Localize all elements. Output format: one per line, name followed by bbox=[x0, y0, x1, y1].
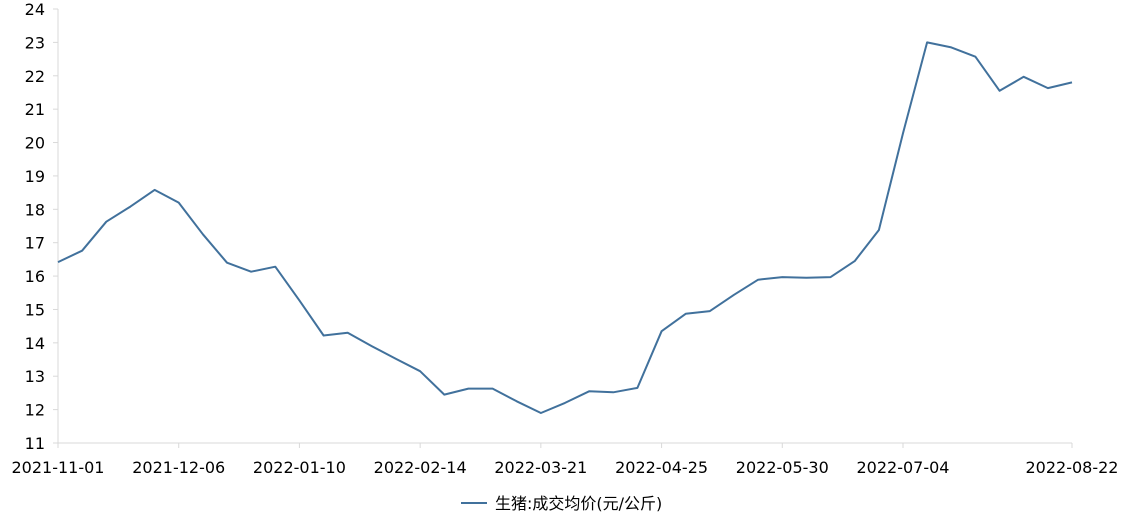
data-point bbox=[588, 390, 590, 392]
data-point bbox=[57, 261, 59, 263]
data-point bbox=[974, 56, 976, 58]
y-tick-label: 21 bbox=[25, 100, 45, 119]
data-point bbox=[154, 189, 156, 191]
data-point bbox=[854, 260, 856, 262]
data-point bbox=[202, 233, 204, 235]
data-point bbox=[467, 388, 469, 390]
y-tick-label: 18 bbox=[25, 200, 45, 219]
x-tick-label: 2022-04-25 bbox=[615, 458, 708, 477]
data-point bbox=[878, 229, 880, 231]
y-tick-label: 16 bbox=[25, 267, 45, 286]
data-point bbox=[805, 277, 807, 279]
x-tick-label: 2021-11-01 bbox=[12, 458, 105, 477]
y-tick-label: 19 bbox=[25, 167, 45, 186]
data-point bbox=[395, 358, 397, 360]
data-point bbox=[1047, 87, 1049, 89]
y-tick-label: 14 bbox=[25, 334, 45, 353]
x-tick-label: 2022-05-30 bbox=[736, 458, 829, 477]
data-point bbox=[371, 345, 373, 347]
x-tick-label: 2022-03-21 bbox=[494, 458, 587, 477]
data-point bbox=[226, 262, 228, 264]
data-point bbox=[347, 332, 349, 334]
legend-label: 生猪:成交均价(元/公斤) bbox=[495, 494, 662, 513]
y-tick-label: 17 bbox=[25, 234, 45, 253]
y-tick-label: 23 bbox=[25, 33, 45, 52]
data-point bbox=[323, 335, 325, 337]
x-tick-label: 2022-08-22 bbox=[1026, 458, 1119, 477]
y-tick-label: 24 bbox=[25, 0, 45, 19]
data-point bbox=[612, 391, 614, 393]
data-point bbox=[419, 370, 421, 372]
data-point bbox=[733, 294, 735, 296]
series-layer bbox=[57, 41, 1073, 414]
data-point bbox=[564, 402, 566, 404]
data-point bbox=[950, 46, 952, 48]
y-tick-label: 12 bbox=[25, 401, 45, 420]
data-point bbox=[540, 412, 542, 414]
data-point bbox=[129, 206, 131, 208]
x-axis: 2021-11-01 2021-12-06 2022-01-10 2022-02-14… bbox=[12, 442, 1119, 477]
x-tick-label: 2022-02-14 bbox=[374, 458, 467, 477]
data-point bbox=[178, 202, 180, 204]
data-point bbox=[250, 271, 252, 273]
y-axis: 11 12 13 14 15 16 17 18 19 20 21 22 23 24 bbox=[25, 0, 59, 453]
data-point bbox=[830, 276, 832, 278]
data-point bbox=[709, 310, 711, 312]
data-point bbox=[757, 279, 759, 281]
data-point bbox=[661, 330, 663, 332]
data-point bbox=[999, 90, 1001, 92]
data-point bbox=[1023, 76, 1025, 78]
data-point bbox=[1071, 81, 1073, 83]
data-point bbox=[685, 313, 687, 315]
x-tick-label: 2022-01-10 bbox=[253, 458, 346, 477]
data-point bbox=[492, 388, 494, 390]
data-point bbox=[926, 41, 928, 43]
y-tick-label: 13 bbox=[25, 367, 45, 386]
data-point bbox=[443, 394, 445, 396]
data-point bbox=[81, 250, 83, 252]
x-tick-label: 2021-12-06 bbox=[132, 458, 225, 477]
data-point bbox=[516, 400, 518, 402]
data-point bbox=[274, 266, 276, 268]
series-line bbox=[57, 41, 1073, 414]
data-point bbox=[636, 387, 638, 389]
data-point bbox=[902, 132, 904, 134]
legend: 生猪:成交均价(元/公斤) bbox=[461, 494, 662, 513]
y-tick-label: 22 bbox=[25, 67, 45, 86]
y-tick-label: 15 bbox=[25, 300, 45, 319]
x-tick-label: 2022-07-04 bbox=[857, 458, 950, 477]
data-point bbox=[105, 221, 107, 223]
y-tick-label: 11 bbox=[25, 434, 45, 453]
data-point bbox=[781, 276, 783, 278]
data-point bbox=[298, 299, 300, 301]
y-tick-label: 20 bbox=[25, 134, 45, 153]
